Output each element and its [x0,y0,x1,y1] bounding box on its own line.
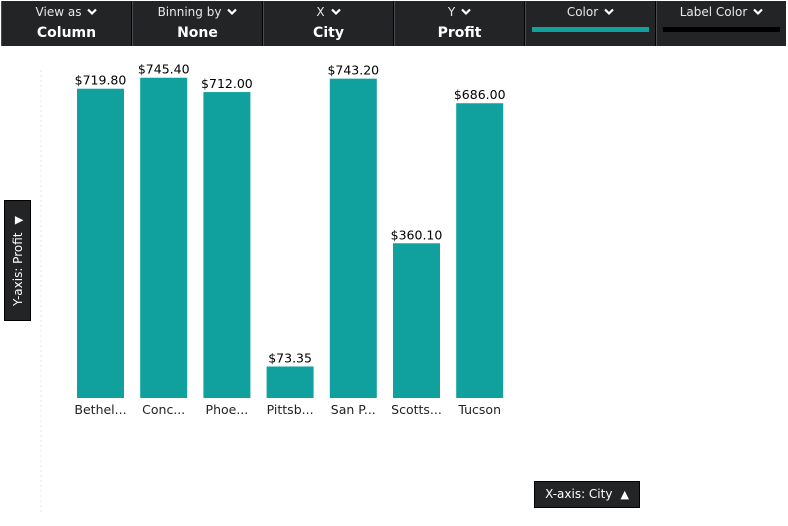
data-label-5: $360.10 [391,227,443,242]
color-swatch [532,27,649,32]
chevron-down-icon [87,8,98,16]
x-tick-label-5: Scotts... [391,402,442,417]
x-tick-label-0: Bethel... [74,402,126,417]
y-field-label: Y [447,5,456,19]
bar-2[interactable] [203,92,251,398]
chevron-down-icon [227,8,238,16]
bar-5[interactable] [393,243,440,398]
y-axis-selector[interactable]: Y-axis: Profit ▼ [4,200,31,321]
x-tick-label-1: Conc... [142,402,185,417]
view-as-label: View as [35,5,82,19]
caret-up-icon: ▲ [620,488,629,501]
bar-1[interactable] [140,77,188,398]
data-label-3: $73.35 [268,350,312,365]
y-axis-tag-label: Y-axis: Profit [10,232,25,306]
label-color-swatch [663,27,780,32]
chevron-down-icon [753,8,764,16]
x-tick-label-3: Pittsb... [267,402,314,417]
caret-down-icon: ▼ [11,215,25,225]
bar-6[interactable] [456,103,504,398]
x-axis-selector[interactable]: X-axis: City ▲ [534,481,640,508]
x-field-dropdown[interactable]: X City [263,1,394,46]
view-as-dropdown[interactable]: View as Column [1,1,132,46]
binning-by-value: None [177,25,218,41]
label-color-label: Label Color [679,5,748,19]
x-tick-label-2: Phoe... [206,402,249,417]
bar-0[interactable] [77,88,124,398]
data-label-6: $686.00 [454,87,506,102]
y-field-dropdown[interactable]: Y Profit [394,1,525,46]
bar-3[interactable] [266,366,314,398]
x-field-value: City [313,25,344,41]
bars-group: $719.80 Bethel... $745.40 Conc... $712.00 Pho… [74,62,505,417]
chevron-down-icon [330,8,341,16]
y-field-value: Profit [437,25,482,41]
data-label-0: $719.80 [75,73,127,88]
chevron-down-icon [604,8,614,16]
x-field-label: X [316,5,325,19]
data-label-2: $712.00 [201,76,253,91]
label-color-dropdown[interactable]: Label Color [656,1,786,46]
toolbar: View as Column Binning by None X City Y … [1,1,786,46]
binning-by-label: Binning by [157,5,222,19]
bar-4[interactable] [329,78,377,398]
binning-by-dropdown[interactable]: Binning by None [132,1,263,46]
data-label-1: $745.40 [138,62,190,77]
color-dropdown[interactable]: Color [525,1,656,46]
data-label-4: $743.20 [327,63,379,78]
color-label: Color [566,5,599,19]
x-tick-label-6: Tucson [457,402,501,417]
view-as-value: Column [36,25,97,41]
x-axis-tag-label: X-axis: City [545,487,613,501]
chevron-down-icon [461,8,471,16]
x-tick-label-4: San P... [331,402,376,417]
